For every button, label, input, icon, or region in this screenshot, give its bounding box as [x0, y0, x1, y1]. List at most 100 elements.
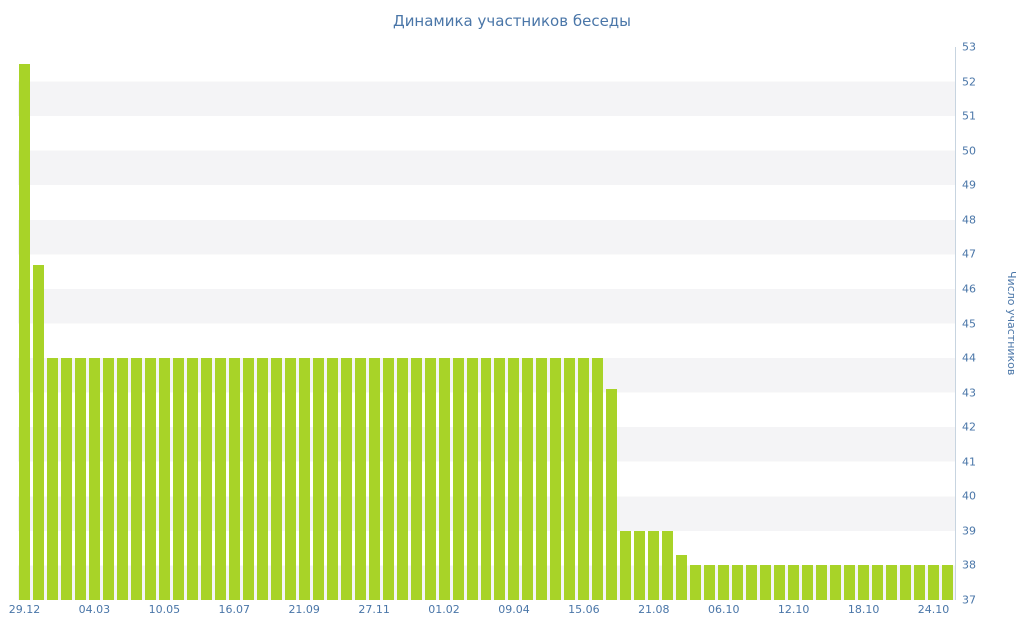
x-tick-label: 18.10 — [847, 603, 880, 616]
bar[interactable] — [816, 565, 828, 600]
bar[interactable] — [396, 358, 408, 600]
bar[interactable] — [760, 565, 772, 600]
bar[interactable] — [886, 565, 898, 600]
bar[interactable] — [354, 358, 366, 600]
bar[interactable] — [60, 358, 72, 600]
bar[interactable] — [256, 358, 268, 600]
bar[interactable] — [284, 358, 296, 600]
bar[interactable] — [914, 565, 926, 600]
bar[interactable] — [74, 358, 86, 600]
bar[interactable] — [200, 358, 212, 600]
bar[interactable] — [116, 358, 128, 600]
bar[interactable] — [270, 358, 282, 600]
bar[interactable] — [130, 358, 142, 600]
x-axis-ticks: 29.12 04.03 10.05 16.07 21.09 27.11 01.02 09.04… — [9, 603, 955, 619]
bar[interactable] — [522, 358, 534, 600]
bar[interactable] — [144, 358, 156, 600]
y-tick-label: 37 — [962, 593, 976, 607]
bar[interactable] — [774, 565, 786, 600]
bar[interactable] — [242, 358, 254, 600]
y-tick-label: 45 — [962, 317, 976, 330]
y-tick-label: 49 — [962, 178, 976, 192]
bar[interactable] — [536, 358, 548, 600]
bar[interactable] — [102, 358, 114, 600]
bar[interactable] — [32, 264, 44, 600]
bar[interactable] — [368, 358, 380, 600]
bar[interactable] — [88, 358, 100, 600]
x-tick-label: 10.05 — [148, 603, 181, 616]
bar[interactable] — [438, 358, 450, 600]
x-tick-label: 04.03 — [78, 603, 111, 616]
x-tick-label: 01.02 — [428, 603, 460, 616]
bar[interactable] — [704, 565, 716, 600]
bar[interactable] — [466, 358, 478, 600]
y-tick-label: 40 — [962, 489, 976, 503]
bar[interactable] — [900, 565, 912, 600]
plot-area — [18, 47, 956, 600]
y-tick-label: 42 — [962, 420, 976, 434]
bar[interactable] — [550, 358, 562, 600]
bar[interactable] — [746, 565, 758, 600]
bar[interactable] — [19, 64, 30, 600]
y-tick-label: 38 — [962, 558, 976, 572]
chart-title: Динамика участников беседы — [392, 12, 632, 30]
bar[interactable] — [312, 358, 324, 600]
bar[interactable] — [942, 565, 953, 600]
x-tick-label: 21.09 — [288, 603, 320, 616]
bar[interactable] — [298, 358, 310, 600]
bar[interactable] — [606, 389, 618, 600]
y-tick-label: 47 — [962, 247, 976, 261]
bar[interactable] — [494, 358, 506, 600]
bar[interactable] — [424, 358, 436, 600]
y-tick-label: 43 — [962, 386, 976, 400]
y-tick-label: 51 — [962, 109, 976, 123]
x-tick-label: 27.11 — [358, 603, 390, 616]
x-tick-label: 06.10 — [707, 603, 740, 616]
bar[interactable] — [718, 565, 730, 600]
x-tick-label: 29.12 — [8, 603, 41, 616]
y-tick-label: 44 — [962, 351, 976, 365]
bar[interactable] — [340, 358, 352, 600]
bar[interactable] — [802, 565, 814, 600]
bar[interactable] — [186, 358, 198, 600]
bar[interactable] — [46, 358, 58, 600]
bar[interactable] — [452, 358, 464, 600]
bar[interactable] — [662, 530, 674, 600]
bar[interactable] — [844, 565, 856, 600]
y-tick-label: 52 — [962, 75, 976, 89]
x-tick-label: 21.08 — [638, 603, 670, 616]
y-tick-label: 39 — [962, 524, 976, 538]
bar[interactable] — [564, 358, 576, 600]
y-tick-label: 48 — [962, 213, 976, 227]
bar[interactable] — [382, 358, 394, 600]
bar[interactable] — [676, 555, 688, 600]
bar[interactable] — [508, 358, 520, 600]
bar[interactable] — [788, 565, 800, 600]
bar[interactable] — [578, 358, 590, 600]
bar[interactable] — [158, 358, 170, 600]
y-tick-label: 50 — [962, 144, 976, 158]
x-tick-label: 15.06 — [568, 603, 600, 616]
bar[interactable] — [690, 565, 702, 600]
bar[interactable] — [648, 530, 660, 600]
bar[interactable] — [732, 565, 744, 600]
bar[interactable] — [228, 358, 240, 600]
bar[interactable] — [634, 530, 646, 600]
bar[interactable] — [858, 565, 870, 600]
bar[interactable] — [214, 358, 226, 600]
bar[interactable] — [480, 358, 492, 600]
y-tick-label: 41 — [962, 455, 976, 469]
x-tick-label: 24.10 — [917, 603, 950, 616]
bar[interactable] — [410, 358, 422, 600]
bar[interactable] — [592, 358, 604, 600]
bar[interactable] — [172, 358, 184, 600]
bar[interactable] — [872, 565, 884, 600]
bar[interactable] — [830, 565, 842, 600]
x-tick-label: 12.10 — [777, 603, 810, 616]
bar[interactable] — [620, 530, 632, 600]
y-axis-title: Число участников — [1005, 271, 1018, 376]
bar[interactable] — [928, 565, 939, 600]
bar[interactable] — [326, 358, 338, 600]
y-axis-ticks: 37 38 39 40 41 42 43 44 45 46 47 48 49 50 51 52 53 — [962, 41, 992, 607]
